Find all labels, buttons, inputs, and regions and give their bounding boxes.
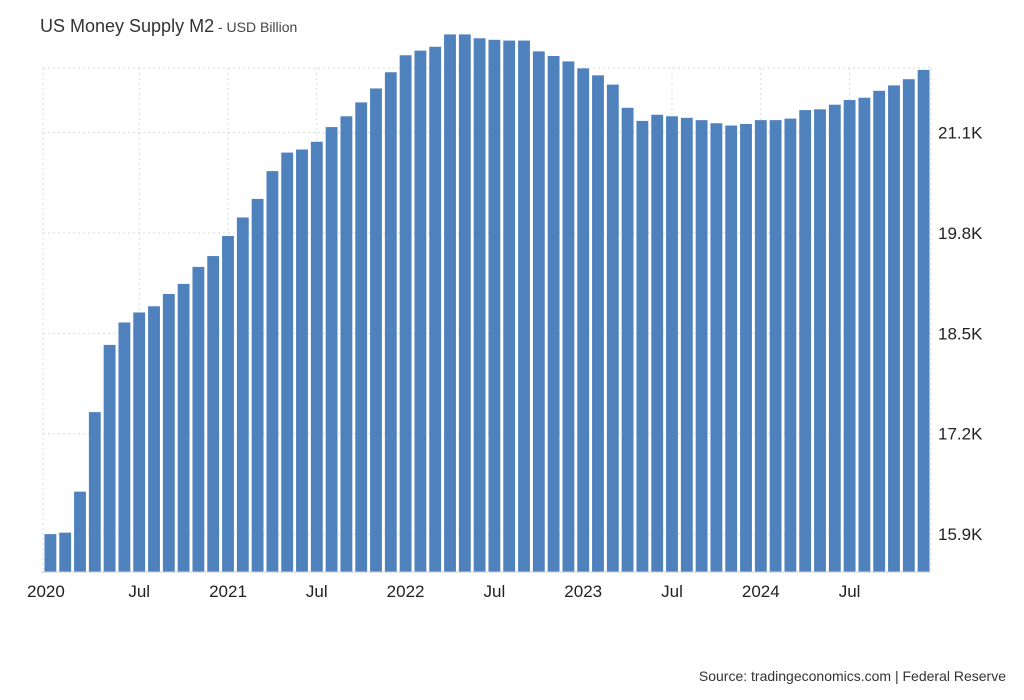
bar-2020-01	[44, 534, 57, 572]
bar-2024-05	[814, 109, 826, 572]
y-tick-label: 15.9K	[938, 525, 983, 544]
bar-2023-07	[666, 116, 678, 572]
x-tick-label: 2024	[742, 582, 780, 601]
chart-unit-label: USD Billion	[226, 19, 298, 35]
x-tick-label: Jul	[661, 582, 683, 601]
bar-2024-03	[784, 118, 797, 572]
bar-2024-04	[799, 110, 812, 572]
title-separator: -	[214, 19, 227, 35]
bar-2022-12	[562, 61, 575, 573]
bar-2023-01	[577, 68, 590, 572]
bar-2024-10	[888, 85, 900, 572]
bar-2021-03	[251, 198, 264, 573]
bar-2021-04	[266, 171, 279, 572]
bar-2021-12	[384, 72, 397, 572]
bar-2021-11	[370, 88, 382, 572]
bar-2022-09	[518, 40, 530, 572]
x-tick-label: Jul	[306, 582, 328, 601]
bar-2023-09	[695, 120, 708, 572]
x-tick-label: 2022	[387, 582, 425, 601]
bar-2022-11	[547, 56, 560, 572]
bar-2020-06	[118, 322, 131, 572]
bar-2022-01	[399, 55, 412, 572]
bar-2022-05	[458, 34, 471, 572]
x-tick-label: Jul	[484, 582, 506, 601]
bar-2023-04	[621, 107, 634, 572]
bar-2024-07	[843, 100, 856, 572]
bar-2020-09	[162, 293, 175, 572]
bar-2020-08	[148, 306, 160, 572]
bar-2020-02	[59, 532, 72, 572]
bar-2022-04	[444, 34, 456, 572]
bar-2022-08	[503, 40, 516, 572]
bar-2020-10	[177, 283, 190, 572]
y-tick-label: 19.8K	[938, 224, 983, 243]
x-tick-label: Jul	[839, 582, 861, 601]
bar-2022-07	[488, 39, 501, 573]
bar-2021-06	[296, 149, 308, 573]
x-tick-label: 2023	[564, 582, 602, 601]
bar-2023-06	[651, 114, 664, 572]
axes: 15.9K 17.2K 18.5K 19.8K 21.1K 2020 Jul 2021 Jul 2…	[27, 123, 983, 601]
x-tick-label: Jul	[128, 582, 150, 601]
chart-title-text: US Money Supply M2	[40, 16, 215, 36]
bar-2022-03	[429, 46, 442, 572]
bar-2021-02	[236, 217, 249, 572]
bar-2020-11	[192, 266, 205, 572]
bar-2023-03	[606, 84, 619, 573]
bar-2021-08	[325, 127, 338, 572]
bar-2024-02	[769, 120, 782, 572]
bar-2022-10	[532, 51, 545, 572]
bars	[44, 34, 930, 573]
y-tick-label: 17.2K	[938, 425, 983, 444]
bar-2024-01	[754, 120, 767, 572]
bar-2024-11	[902, 79, 915, 572]
bar-2022-02	[414, 50, 427, 573]
bar-2021-09	[340, 116, 353, 572]
bar-2021-05	[281, 152, 294, 572]
bar-2020-03	[74, 491, 86, 572]
bar-2024-08	[858, 97, 871, 573]
bar-2023-08	[680, 117, 693, 572]
bar-2020-04	[88, 412, 101, 572]
bar-2023-12	[740, 124, 752, 572]
y-tick-label: 18.5K	[938, 324, 983, 343]
source-label: Source: tradingeconomics.com | Federal R…	[698, 668, 1006, 684]
bar-2021-01	[222, 236, 234, 572]
chart-title: US Money Supply M2 - USD Billion	[40, 16, 297, 37]
bar-2024-06	[828, 104, 841, 572]
bar-2020-12	[207, 256, 220, 572]
bar-2020-07	[133, 312, 146, 572]
bar-2021-10	[355, 102, 368, 573]
bar-2023-11	[725, 125, 738, 572]
bar-2022-06	[473, 38, 486, 572]
x-tick-label: 2020	[27, 582, 65, 601]
bar-2024-12	[917, 69, 930, 573]
bar-2020-05	[103, 344, 116, 572]
bar-2023-05	[636, 120, 649, 572]
bar-2023-02	[592, 75, 604, 572]
x-tick-label: 2021	[209, 582, 247, 601]
bar-2023-10	[710, 123, 723, 572]
bar-2024-09	[873, 90, 886, 572]
bar-2021-07	[310, 141, 323, 572]
grid-lines	[42, 67, 932, 572]
y-tick-label: 21.1K	[938, 123, 983, 142]
